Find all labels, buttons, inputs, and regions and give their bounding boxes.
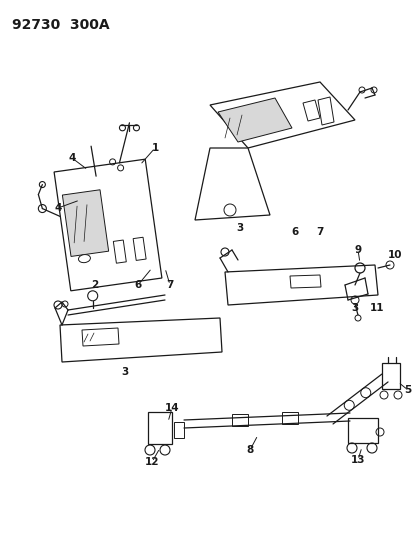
Polygon shape [133, 237, 146, 261]
Polygon shape [209, 82, 354, 148]
Text: 3: 3 [351, 303, 358, 313]
Polygon shape [62, 190, 108, 256]
Polygon shape [289, 275, 320, 288]
Text: 4: 4 [54, 203, 62, 213]
Text: 9: 9 [354, 245, 361, 255]
Text: 7: 7 [166, 280, 173, 290]
Text: 3: 3 [121, 367, 128, 377]
Text: 11: 11 [369, 303, 383, 313]
Polygon shape [224, 265, 377, 305]
Text: 92730  300A: 92730 300A [12, 18, 109, 32]
Polygon shape [302, 100, 319, 121]
Polygon shape [82, 328, 119, 346]
Text: 5: 5 [404, 385, 411, 395]
Polygon shape [113, 240, 126, 263]
Polygon shape [195, 148, 269, 220]
Ellipse shape [78, 255, 90, 263]
Text: 3: 3 [236, 223, 243, 233]
Polygon shape [60, 318, 221, 362]
Text: 6: 6 [291, 227, 298, 237]
Polygon shape [218, 98, 291, 142]
Text: 10: 10 [387, 250, 401, 260]
Text: 1: 1 [151, 143, 158, 153]
Polygon shape [54, 159, 161, 291]
Bar [173, 422, 183, 438]
Text: 4: 4 [68, 153, 76, 163]
Bar [147, 412, 171, 444]
Text: 2: 2 [91, 280, 98, 290]
Bar [381, 363, 399, 389]
Text: 6: 6 [134, 280, 141, 290]
Polygon shape [317, 97, 333, 125]
Text: 7: 7 [316, 227, 323, 237]
Text: 13: 13 [350, 455, 364, 465]
Text: 14: 14 [164, 403, 179, 413]
Bar [281, 411, 297, 424]
Bar [231, 414, 247, 426]
Text: 8: 8 [246, 445, 253, 455]
Text: 12: 12 [145, 457, 159, 467]
Bar [347, 418, 377, 443]
